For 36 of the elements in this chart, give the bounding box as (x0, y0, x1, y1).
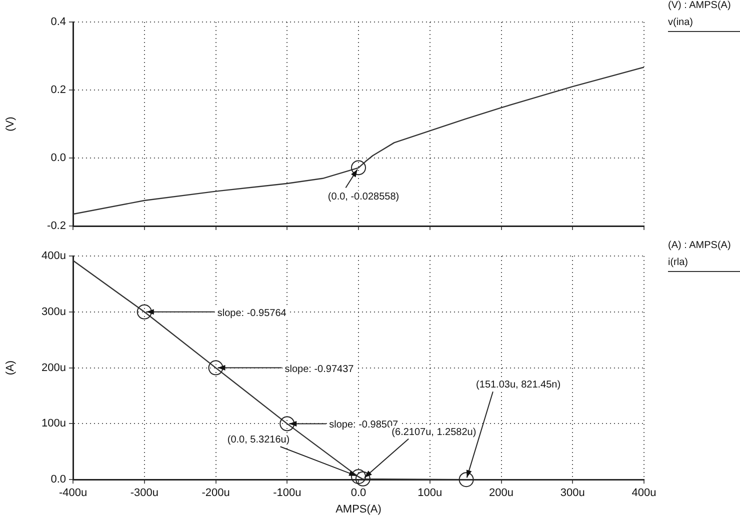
x-tick-label: -300u (130, 487, 158, 500)
legend-title: (A) : AMPS(A) (668, 240, 732, 251)
annotation: slope: -0.97437 (284, 364, 354, 375)
x-tick-label: 100u (418, 487, 442, 500)
x-tick-label: -100u (273, 487, 302, 500)
annotation: slope: -0.95764 (217, 308, 287, 319)
y-tick-label: 0.0 (50, 152, 66, 164)
x-tick-label: -400u (58, 487, 88, 500)
legend-title: (V) : AMPS(A) (668, 0, 732, 11)
y-tick-label: 0.2 (50, 84, 66, 96)
y-tick-label: -0.2 (47, 220, 66, 232)
y-tick-label: 400u (42, 250, 66, 262)
annotation: (0.0, 5.3216u) (227, 434, 290, 446)
x-tick-label: 300u (560, 487, 585, 500)
x-tick-label: 200u (489, 487, 514, 500)
point (458, 472, 474, 488)
text: v(ina) (668, 17, 694, 28)
annotation: (0.0, -0.028558) (328, 192, 400, 203)
x-axis-title: AMPS(A) (336, 503, 382, 516)
text: i(rla) (668, 257, 689, 268)
y-axis-title: (A) (4, 360, 17, 376)
y-tick-label: 300u (42, 306, 66, 318)
point (351, 469, 366, 484)
point (280, 416, 295, 432)
y-tick-label: 100u (42, 418, 66, 430)
x-tick-label: 400u (632, 487, 656, 500)
y-axis-title: (V) (4, 116, 17, 132)
x-tick-label: 0.0 (350, 487, 366, 500)
point (355, 471, 370, 486)
point (136, 304, 152, 320)
y-tick-label: 0.4 (50, 16, 66, 28)
y-tick-label: 0.0 (50, 474, 66, 486)
point (208, 360, 224, 376)
annotation: (151.03u, 821.45n) (476, 380, 561, 391)
y-tick-label: 200u (42, 362, 66, 374)
x-tick-label: -200u (202, 487, 230, 500)
